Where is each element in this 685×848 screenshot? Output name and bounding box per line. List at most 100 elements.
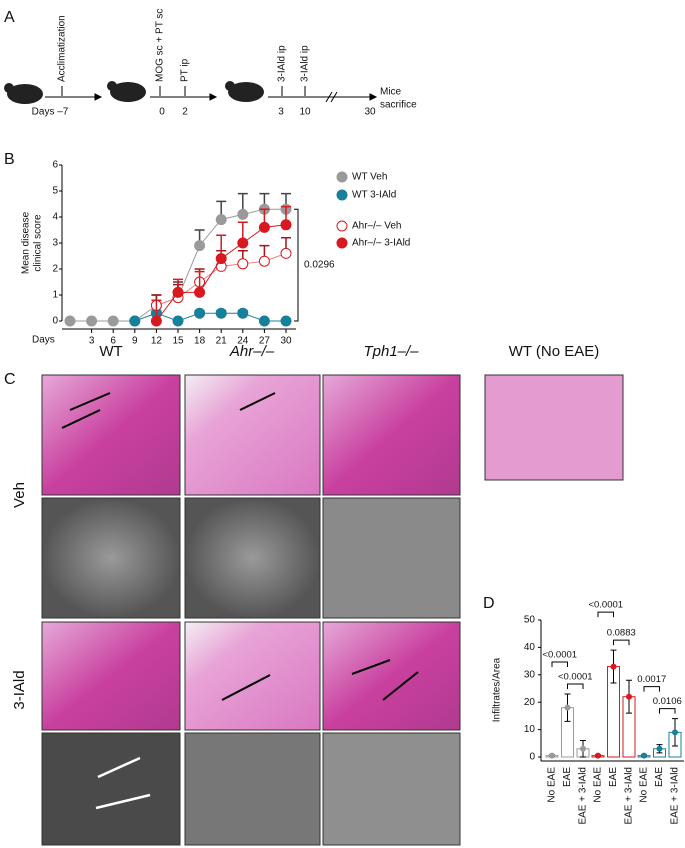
data-point: [215, 253, 227, 265]
event-label: PT ip: [180, 58, 191, 82]
significance-bracket: [551, 661, 568, 667]
data-point: [150, 315, 162, 327]
x-tick-label: 18: [194, 336, 206, 347]
row-header: 3-IAld: [11, 670, 28, 709]
x-tick-label: 12: [151, 336, 163, 347]
data-point: [194, 240, 206, 252]
mean-point: [656, 745, 663, 752]
row-header: Veh: [11, 482, 28, 508]
significance-bracket: [613, 639, 630, 646]
x-tick-label: 21: [216, 336, 228, 347]
panel-label: A: [4, 9, 15, 26]
column-header: WT: [99, 343, 122, 360]
legend-label: WT Veh: [352, 172, 387, 183]
column-header: WT (No EAE): [509, 343, 600, 360]
x-tick-label: 9: [132, 336, 138, 347]
panel-label: B: [4, 151, 15, 168]
x-tick-label: EAE + 3-IAld: [624, 767, 635, 825]
significance-bracket: [597, 611, 614, 618]
x-tick-label: EAE + 3-IAld: [670, 767, 681, 825]
x-tick-label: No EAE: [639, 767, 650, 803]
x-tick-label: 24: [237, 336, 249, 347]
mean-point: [672, 729, 678, 736]
x-tick-label: No EAE: [547, 767, 558, 803]
data-point: [237, 307, 249, 319]
mean-point: [580, 745, 586, 752]
data-point: [129, 315, 141, 327]
data-point: [258, 315, 270, 327]
x-tick-label: EAE: [562, 767, 573, 787]
x-tick-label: 27: [259, 336, 271, 347]
data-point: [215, 307, 227, 319]
micrographs: [41, 374, 624, 846]
significance-bracket: [294, 208, 299, 322]
x-axis-label: Days: [32, 335, 55, 346]
y-axis-label: Mean disease: [21, 211, 32, 274]
y-tick-label: 50: [524, 615, 536, 626]
mean-point: [549, 752, 555, 759]
data-point: [280, 315, 292, 327]
p-value: <0.0001: [542, 649, 577, 660]
x-tick-label: 3: [89, 336, 95, 347]
legend-label: Ahr–/– Veh: [352, 221, 401, 232]
event-label: MOG sc + PT sc: [155, 9, 166, 82]
data-point: [237, 258, 249, 270]
p-value: 0.0883: [607, 628, 636, 639]
legend-label: WT 3-IAld: [352, 190, 396, 201]
legend-label: Ahr–/– 3-IAld: [352, 238, 410, 249]
mean-point: [595, 752, 601, 759]
data-point: [107, 315, 119, 327]
data-point: [237, 208, 249, 220]
y-axis-label: clinical score: [33, 214, 44, 272]
y-tick-label: 0: [529, 752, 535, 763]
event-label: Acclimatization: [57, 15, 68, 82]
column-header: Ahr–/–: [229, 343, 275, 360]
panel-label: C: [4, 371, 16, 388]
legend-marker: [336, 189, 348, 201]
data-point: [194, 307, 206, 319]
annotation: 0.0296: [304, 260, 335, 271]
end-label: Mice: [380, 87, 402, 98]
column-header: Tph1–/–: [363, 343, 419, 360]
y-tick-label: 5: [52, 186, 58, 197]
y-tick-label: 30: [524, 669, 536, 680]
p-value: 0.0106: [653, 696, 682, 707]
y-tick-label: 10: [524, 724, 536, 735]
x-tick-label: EAE: [654, 767, 665, 787]
data-point: [258, 255, 270, 267]
x-tick-label: EAE + 3-IAld: [578, 767, 589, 825]
y-axis-label: Infiltrates/Area: [492, 657, 503, 722]
arrow: [61, 392, 419, 701]
timeline: [45, 91, 378, 103]
data-point: [194, 286, 206, 298]
y-tick-label: 0: [52, 316, 58, 327]
significance-bracket: [643, 686, 660, 692]
y-tick-label: 2: [52, 264, 58, 275]
legend-marker: [336, 220, 348, 232]
mean-point: [626, 693, 632, 700]
x-tick-label: EAE: [608, 767, 619, 787]
day-label: 3: [278, 107, 284, 118]
data-point: [258, 221, 270, 233]
y-tick-label: 3: [52, 238, 58, 249]
data-point: [64, 315, 76, 327]
data-point: [172, 315, 184, 327]
series-line: [70, 208, 286, 322]
x-tick-label: 6: [110, 336, 116, 347]
y-tick-label: 1: [52, 290, 58, 301]
x-tick-label: 15: [172, 336, 184, 347]
event-label: 3-IAld ip: [300, 45, 311, 82]
x-tick-label: 30: [280, 336, 292, 347]
mean-point: [610, 663, 617, 670]
legend-marker: [336, 171, 348, 183]
significance-bracket: [567, 683, 584, 689]
data-point: [215, 214, 227, 226]
day-label: 0: [159, 107, 165, 118]
arrow: [95, 756, 151, 810]
end-label: sacrifice: [380, 100, 417, 111]
significance-bracket: [659, 708, 676, 714]
panel-label: D: [483, 595, 495, 612]
day-label: 30: [364, 107, 376, 118]
mean-point: [641, 752, 647, 759]
